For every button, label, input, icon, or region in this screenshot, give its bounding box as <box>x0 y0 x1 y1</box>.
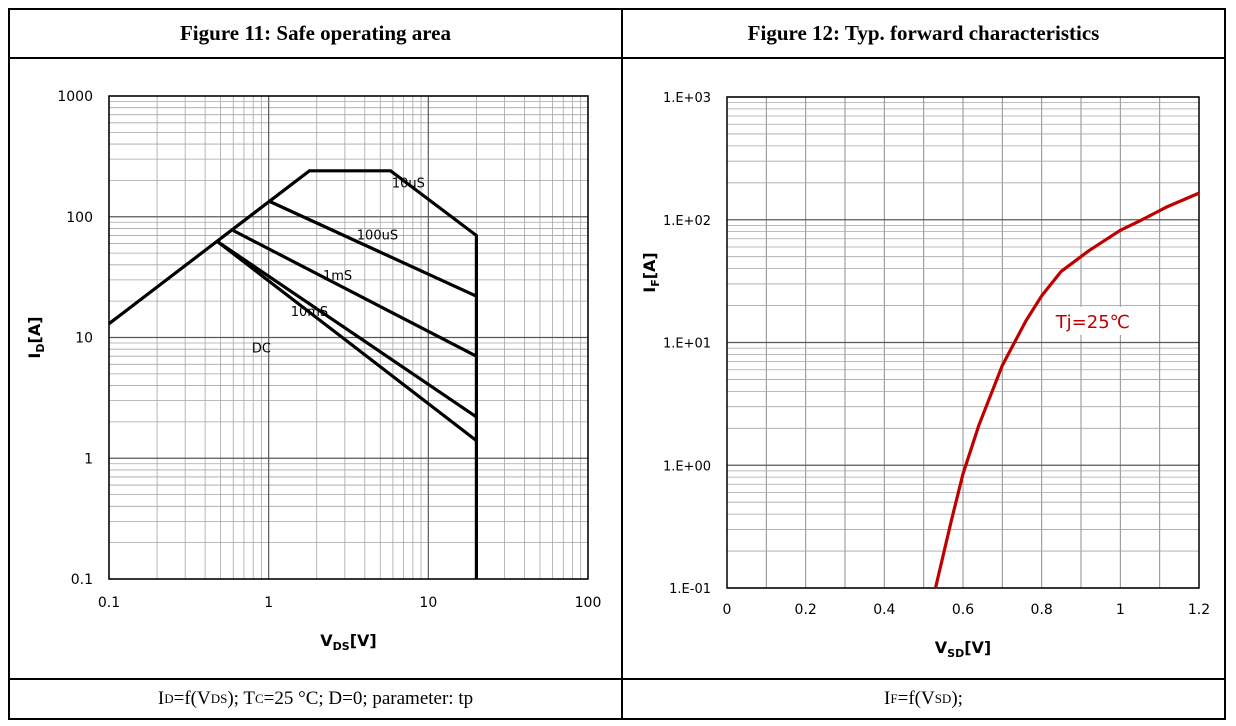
caption-part: =f(V <box>173 688 211 709</box>
caption-sub: C <box>254 691 264 706</box>
x-tick-label: 1 <box>264 595 273 611</box>
x-tick-label: 1 <box>1116 602 1125 618</box>
header-divider <box>8 57 1226 59</box>
caption-part: I <box>157 688 165 709</box>
plot-border <box>108 95 589 580</box>
y-tick-label: 1.E+02 <box>663 214 711 229</box>
y-tick-label: 100 <box>66 210 93 226</box>
series-label: Tj=25℃ <box>1055 312 1130 333</box>
series-line-DC <box>216 240 478 442</box>
caption-sub: SD <box>934 691 952 706</box>
series-label: DC <box>252 342 271 357</box>
caption-part: ); <box>951 688 963 709</box>
y-axis-label: ID[A] <box>25 316 47 358</box>
y-axis-label: IF[A] <box>640 252 662 292</box>
series-label: 10uS <box>392 176 425 191</box>
column-divider <box>621 8 623 720</box>
plot-border <box>726 96 1200 589</box>
x-tick-label: 0.1 <box>98 595 120 611</box>
series-line-10mS <box>216 240 478 419</box>
caption-part: I <box>884 688 891 709</box>
caption-part: ); T <box>227 688 255 709</box>
forward-characteristics-chart: 0 0.2 0.4 0.6 0.8 1 1.2 1.E-01 1.E+00 1.E+01 1.E+0… <box>640 91 1210 660</box>
series-line-100uS <box>268 199 478 298</box>
series-line-tj25 <box>933 191 1200 589</box>
x-tick-label: 0.8 <box>1031 602 1053 618</box>
series-line-10uS <box>108 169 478 579</box>
x-axis-label: VDS[V] <box>320 631 376 653</box>
series-label: 100uS <box>357 228 398 243</box>
x-tick-label: 0.6 <box>952 602 974 618</box>
y-tick-label: 1000 <box>57 89 93 105</box>
series-label-background <box>1042 306 1143 335</box>
y-tick-label: 1.E+01 <box>663 337 711 352</box>
x-tick-label: 100 <box>575 595 602 611</box>
caption-part: =25 °C; D=0; parameter: tp <box>263 688 474 709</box>
y-tick-label: 10 <box>75 331 93 347</box>
figure-11-caption: I D =f(V DS); T C =25 °C; D=0; parameter: tp <box>10 680 621 718</box>
page-frame <box>8 8 1226 720</box>
figure-11-title: Figure 11: Safe operating area <box>179 21 452 45</box>
x-axis-label: VSD[V] <box>935 638 991 660</box>
x-tick-label: 1.2 <box>1188 602 1210 618</box>
caption-sub: DS <box>210 691 228 706</box>
caption-sub: F <box>890 691 898 706</box>
series-line-1mS <box>232 229 478 358</box>
x-tick-label: 10 <box>419 595 437 611</box>
safe-operating-area-chart: 0.1 1 10 1000.1110100100010uS100uS1mS10mSDC… <box>25 89 602 653</box>
caption-part: =f(V <box>897 688 935 709</box>
series-label: 1mS <box>323 269 352 284</box>
y-tick-label: 1.E-01 <box>669 582 711 597</box>
y-tick-label: 1.E+00 <box>663 459 711 474</box>
y-tick-label: 1.E+03 <box>663 91 711 106</box>
figure-12-title: Figure 12: Typ. forward characteristics <box>747 21 1100 45</box>
caption-sub: D <box>164 691 174 706</box>
x-tick-label: 0 <box>723 602 732 618</box>
figure-12-caption: I F =f(V SD); <box>623 680 1224 718</box>
y-tick-label: 1 <box>84 451 93 467</box>
x-tick-label: 0.2 <box>795 602 817 618</box>
footer-divider <box>8 678 1226 680</box>
y-tick-label: 0.1 <box>71 572 93 588</box>
x-tick-label: 0.4 <box>873 602 895 618</box>
